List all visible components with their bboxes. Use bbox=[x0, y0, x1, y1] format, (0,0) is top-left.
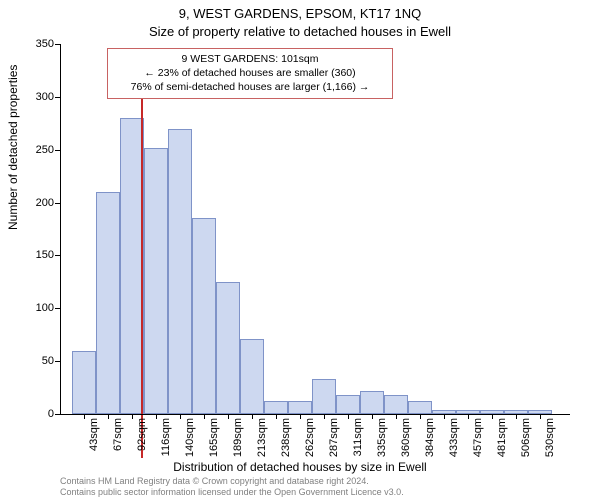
x-tick-mark bbox=[132, 414, 133, 419]
x-tick-mark bbox=[84, 414, 85, 419]
x-tick-label: 92sqm bbox=[136, 418, 148, 451]
x-tick-label: 433sqm bbox=[448, 418, 460, 457]
bar bbox=[192, 218, 216, 414]
x-tick-mark bbox=[540, 414, 541, 419]
annotation-box: 9 WEST GARDENS: 101sqm ← 23% of detached… bbox=[107, 48, 393, 99]
annotation-line-3: 76% of semi-detached houses are larger (… bbox=[114, 80, 386, 94]
x-tick-label: 213sqm bbox=[256, 418, 268, 457]
x-tick-mark bbox=[204, 414, 205, 419]
y-tick-label: 100 bbox=[4, 302, 54, 314]
bar bbox=[288, 401, 312, 414]
chart-container: 9, WEST GARDENS, EPSOM, KT17 1NQ Size of… bbox=[0, 0, 600, 500]
x-tick-label: 335sqm bbox=[376, 418, 388, 457]
annotation-line-2: ← 23% of detached houses are smaller (36… bbox=[114, 66, 386, 80]
bar bbox=[168, 129, 192, 414]
y-tick-label: 150 bbox=[4, 249, 54, 261]
x-tick-label: 262sqm bbox=[304, 418, 316, 457]
x-tick-label: 457sqm bbox=[472, 418, 484, 457]
x-axis-label: Distribution of detached houses by size … bbox=[0, 460, 600, 474]
y-tick-label: 350 bbox=[4, 38, 54, 50]
y-tick-mark bbox=[55, 150, 60, 151]
bar bbox=[336, 395, 360, 414]
y-tick-mark bbox=[55, 255, 60, 256]
y-tick-mark bbox=[55, 308, 60, 309]
x-tick-label: 311sqm bbox=[352, 418, 364, 456]
x-tick-mark bbox=[420, 414, 421, 419]
x-tick-mark bbox=[252, 414, 253, 419]
x-tick-mark bbox=[108, 414, 109, 419]
x-tick-label: 43sqm bbox=[88, 418, 100, 451]
x-tick-mark bbox=[396, 414, 397, 419]
bar bbox=[240, 339, 264, 414]
bar bbox=[384, 395, 408, 414]
bar bbox=[216, 282, 240, 414]
x-tick-label: 165sqm bbox=[208, 418, 220, 457]
bar bbox=[312, 379, 336, 414]
x-tick-mark bbox=[516, 414, 517, 419]
x-tick-label: 384sqm bbox=[424, 418, 436, 457]
x-tick-mark bbox=[276, 414, 277, 419]
y-tick-mark bbox=[55, 361, 60, 362]
footer-attribution: Contains HM Land Registry data © Crown c… bbox=[60, 476, 404, 499]
footer-line-1: Contains HM Land Registry data © Crown c… bbox=[60, 476, 404, 487]
x-tick-mark bbox=[444, 414, 445, 419]
x-tick-mark bbox=[300, 414, 301, 419]
bar bbox=[408, 401, 432, 414]
chart-title-main: 9, WEST GARDENS, EPSOM, KT17 1NQ bbox=[0, 6, 600, 21]
footer-line-2: Contains public sector information licen… bbox=[60, 487, 404, 498]
x-axis-line bbox=[60, 414, 570, 415]
x-tick-mark bbox=[228, 414, 229, 419]
annotation-line-1: 9 WEST GARDENS: 101sqm bbox=[114, 52, 386, 66]
x-tick-label: 287sqm bbox=[328, 418, 340, 457]
x-tick-label: 481sqm bbox=[496, 418, 508, 457]
x-tick-label: 67sqm bbox=[112, 418, 124, 451]
y-tick-mark bbox=[55, 44, 60, 45]
x-tick-label: 530sqm bbox=[544, 418, 556, 457]
x-tick-label: 116sqm bbox=[160, 418, 172, 456]
x-tick-mark bbox=[180, 414, 181, 419]
x-tick-label: 238sqm bbox=[280, 418, 292, 457]
y-axis-label: Number of detached properties bbox=[6, 65, 20, 230]
chart-title-sub: Size of property relative to detached ho… bbox=[0, 24, 600, 39]
x-tick-mark bbox=[348, 414, 349, 419]
y-tick-label: 50 bbox=[4, 355, 54, 367]
bar bbox=[72, 351, 96, 414]
bar bbox=[360, 391, 384, 414]
x-tick-label: 189sqm bbox=[232, 418, 244, 457]
plot-area bbox=[60, 44, 570, 414]
x-tick-mark bbox=[372, 414, 373, 419]
x-tick-label: 140sqm bbox=[184, 418, 196, 457]
x-tick-mark bbox=[492, 414, 493, 419]
y-tick-mark bbox=[55, 414, 60, 415]
x-tick-mark bbox=[324, 414, 325, 419]
bar bbox=[264, 401, 288, 414]
x-tick-mark bbox=[156, 414, 157, 419]
bar-series bbox=[60, 44, 570, 414]
property-marker-line bbox=[141, 88, 143, 458]
bar bbox=[144, 148, 168, 414]
y-tick-mark bbox=[55, 203, 60, 204]
x-tick-label: 360sqm bbox=[400, 418, 412, 457]
y-axis-line bbox=[60, 44, 61, 414]
y-tick-label: 0 bbox=[4, 408, 54, 420]
bar bbox=[96, 192, 120, 414]
x-tick-label: 506sqm bbox=[520, 418, 532, 457]
y-tick-mark bbox=[55, 97, 60, 98]
x-tick-mark bbox=[468, 414, 469, 419]
